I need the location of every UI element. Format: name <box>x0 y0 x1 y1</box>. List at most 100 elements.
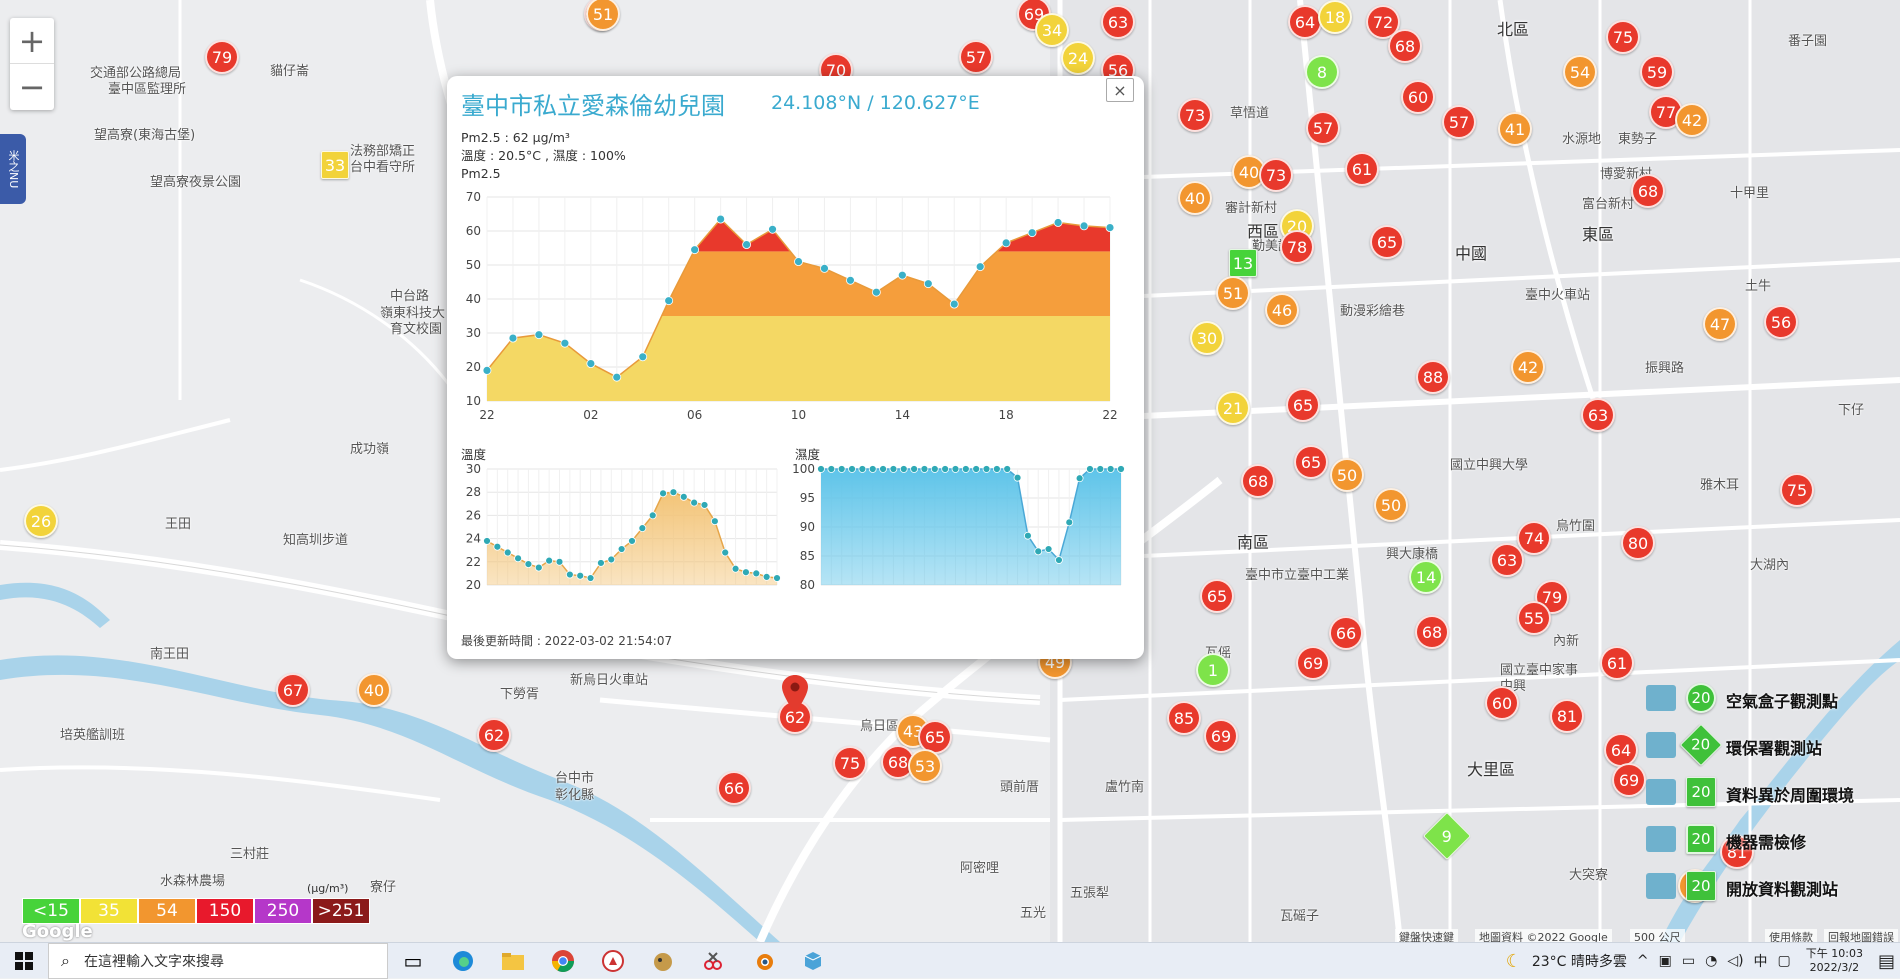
station-marker[interactable]: 64 <box>1604 733 1638 767</box>
close-button[interactable]: × <box>1106 78 1134 102</box>
location-pin-icon[interactable] <box>782 675 808 713</box>
chevron-up-icon[interactable]: ^ <box>1636 953 1649 969</box>
station-marker[interactable]: 68 <box>1415 615 1449 649</box>
station-marker[interactable]: 69 <box>1204 719 1238 753</box>
station-marker[interactable]: 65 <box>1294 445 1328 479</box>
station-marker[interactable]: 13 <box>1229 249 1257 277</box>
station-marker[interactable]: 65 <box>1286 388 1320 422</box>
station-marker[interactable]: 1 <box>1196 653 1230 687</box>
station-marker[interactable]: 79 <box>205 40 239 74</box>
station-marker[interactable]: 30 <box>1190 321 1224 355</box>
map-canvas[interactable]: 貓仔崙 交通部公路總局 臺中區監理所 望高寮(東海古堡) 望高寮夜景公園 法務部矯正 台中看… <box>0 0 1900 942</box>
clock-date: 2022/3/2 <box>1809 961 1860 974</box>
file-explorer-icon[interactable] <box>488 943 538 979</box>
terms-link[interactable]: 使用條款 <box>1765 929 1817 942</box>
station-marker[interactable]: 75 <box>833 746 867 780</box>
battery-icon[interactable]: ▭ <box>1681 953 1696 969</box>
station-marker[interactable]: 33 <box>321 151 349 179</box>
station-marker[interactable]: 65 <box>1200 579 1234 613</box>
station-marker[interactable]: 66 <box>717 771 751 805</box>
station-marker[interactable]: 63 <box>1101 5 1135 39</box>
station-marker[interactable]: 57 <box>1442 105 1476 139</box>
station-marker[interactable]: 51 <box>586 0 620 31</box>
station-marker[interactable]: 65 <box>1370 225 1404 259</box>
weather-text[interactable]: 23°C 晴時多雲 <box>1531 954 1627 970</box>
station-marker[interactable]: 78 <box>1280 230 1314 264</box>
station-marker[interactable]: 42 <box>1511 350 1545 384</box>
station-marker[interactable]: 81 <box>1720 835 1754 869</box>
station-marker[interactable]: 60 <box>1485 686 1519 720</box>
station-marker[interactable]: 50 <box>1330 458 1364 492</box>
station-marker[interactable]: 61 <box>1345 152 1379 186</box>
station-marker[interactable]: 34 <box>1035 13 1069 47</box>
station-marker[interactable]: 46 <box>1265 293 1299 327</box>
station-marker[interactable]: 67 <box>276 673 310 707</box>
station-marker[interactable]: 61 <box>1600 646 1634 680</box>
blender-icon[interactable] <box>738 943 788 979</box>
report-error-link[interactable]: 回報地圖錯誤 <box>1824 929 1898 942</box>
station-marker[interactable]: 40 <box>357 673 391 707</box>
station-marker[interactable]: 80 <box>1621 526 1655 560</box>
station-marker[interactable]: 47 <box>1703 307 1737 341</box>
network-icon[interactable]: ▣ <box>1658 953 1672 969</box>
app-icon-compass[interactable] <box>588 943 638 979</box>
station-marker[interactable]: 41 <box>1498 112 1532 146</box>
station-marker[interactable]: 59 <box>1640 55 1674 89</box>
clock[interactable]: 下午 10:03 2022/3/2 <box>1806 947 1863 975</box>
zoom-out-button[interactable]: − <box>18 68 46 106</box>
station-marker[interactable]: 55 <box>1517 601 1551 635</box>
station-marker[interactable]: 75 <box>1606 20 1640 54</box>
station-marker[interactable]: 75 <box>1780 473 1814 507</box>
map-scale[interactable]: 500 公尺 <box>1630 929 1685 942</box>
volume-icon[interactable]: ◁) <box>1727 953 1744 969</box>
station-marker[interactable]: 8 <box>1305 55 1339 89</box>
station-marker[interactable]: 66 <box>1329 616 1363 650</box>
station-marker[interactable]: 63 <box>1581 398 1615 432</box>
app-icon-cube[interactable] <box>788 943 838 979</box>
station-marker[interactable]: 62 <box>477 718 511 752</box>
input-mode-icon[interactable]: ▢ <box>1777 953 1791 969</box>
station-marker[interactable]: 73 <box>1259 158 1293 192</box>
station-marker[interactable]: 57 <box>959 40 993 74</box>
chrome-icon[interactable] <box>538 943 588 979</box>
station-marker[interactable]: 56 <box>1764 305 1798 339</box>
app-icon-animal[interactable] <box>638 943 688 979</box>
station-marker[interactable]: 26 <box>24 504 58 538</box>
snipping-tool-icon[interactable] <box>688 943 738 979</box>
station-marker[interactable]: 54 <box>1563 55 1597 89</box>
notification-icon[interactable]: ▤ <box>1877 950 1895 972</box>
station-marker[interactable]: 73 <box>1178 98 1212 132</box>
station-marker[interactable]: 14 <box>1409 560 1443 594</box>
side-panel-tab[interactable]: 米之NU <box>0 134 26 204</box>
station-marker[interactable]: 51 <box>1216 276 1250 310</box>
wifi-icon[interactable]: ◔ <box>1705 953 1718 969</box>
station-marker[interactable]: 21 <box>1216 391 1250 425</box>
station-marker[interactable]: 24 <box>1061 41 1095 75</box>
taskbar-search-box[interactable]: ⌕ 在這裡輸入文字來搜尋 <box>48 942 388 979</box>
station-marker[interactable]: 69 <box>1612 763 1646 797</box>
station-marker[interactable]: 68 <box>1388 29 1422 63</box>
station-marker[interactable]: 42 <box>1675 103 1709 137</box>
station-marker[interactable]: 50 <box>1374 488 1408 522</box>
station-marker[interactable]: 63 <box>1490 543 1524 577</box>
station-marker[interactable]: 64 <box>1288 5 1322 39</box>
station-marker[interactable]: 74 <box>1517 521 1551 555</box>
station-marker[interactable]: 69 <box>1296 646 1330 680</box>
station-marker[interactable]: 18 <box>1318 0 1352 34</box>
station-marker[interactable]: 81 <box>1550 699 1584 733</box>
station-marker[interactable]: 85 <box>1167 701 1201 735</box>
station-marker[interactable]: 53 <box>908 749 942 783</box>
station-marker[interactable]: 57 <box>1306 111 1340 145</box>
ime-indicator[interactable]: 中 <box>1753 954 1768 970</box>
station-marker[interactable]: 68 <box>1241 464 1275 498</box>
start-button[interactable] <box>0 943 48 979</box>
station-marker[interactable]: 68 <box>1631 174 1665 208</box>
task-view-icon[interactable]: ▭ <box>403 948 423 973</box>
station-marker[interactable]: 65 <box>918 720 952 754</box>
edge-browser-icon[interactable] <box>438 943 488 979</box>
station-marker[interactable]: 88 <box>1416 360 1450 394</box>
station-marker[interactable]: 40 <box>1178 181 1212 215</box>
station-marker[interactable]: 60 <box>1401 80 1435 114</box>
zoom-in-button[interactable]: + <box>10 18 54 64</box>
keyboard-shortcuts-link[interactable]: 鍵盤快速鍵 <box>1395 929 1458 942</box>
